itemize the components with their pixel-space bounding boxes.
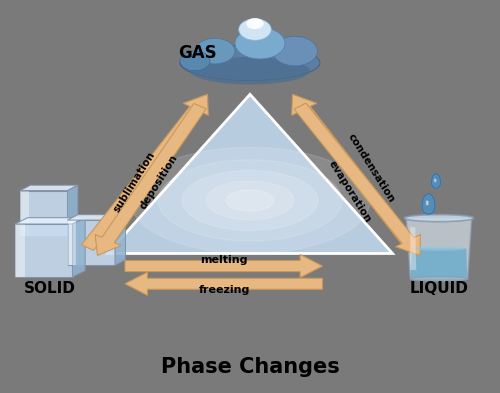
Polygon shape: [20, 191, 68, 236]
Ellipse shape: [235, 28, 285, 59]
Text: LIQUID: LIQUID: [410, 281, 469, 296]
Text: condensation: condensation: [346, 132, 397, 204]
Polygon shape: [68, 220, 76, 265]
Ellipse shape: [190, 57, 310, 84]
Polygon shape: [115, 215, 126, 265]
Polygon shape: [68, 215, 126, 220]
Ellipse shape: [272, 36, 318, 66]
Polygon shape: [72, 218, 85, 277]
Polygon shape: [411, 248, 467, 278]
Text: sublimation: sublimation: [112, 150, 156, 215]
Ellipse shape: [195, 38, 235, 64]
Text: Phase Changes: Phase Changes: [160, 358, 340, 377]
FancyArrow shape: [294, 103, 420, 255]
FancyArrow shape: [125, 272, 322, 295]
Polygon shape: [15, 224, 72, 277]
Text: evaporation: evaporation: [327, 159, 373, 225]
Polygon shape: [426, 201, 428, 205]
Ellipse shape: [246, 18, 264, 29]
Ellipse shape: [180, 51, 210, 71]
Polygon shape: [432, 174, 440, 188]
Ellipse shape: [206, 181, 294, 220]
Polygon shape: [434, 179, 436, 182]
Polygon shape: [15, 224, 26, 277]
Text: melting: melting: [200, 255, 248, 265]
FancyArrow shape: [82, 94, 208, 250]
Polygon shape: [20, 191, 28, 236]
Ellipse shape: [158, 160, 342, 241]
Ellipse shape: [182, 171, 318, 230]
Text: SOLID: SOLID: [24, 281, 76, 296]
Ellipse shape: [130, 147, 370, 253]
Ellipse shape: [226, 190, 274, 211]
FancyArrow shape: [292, 94, 418, 250]
Ellipse shape: [180, 45, 320, 81]
FancyArrow shape: [125, 255, 322, 277]
Text: GAS: GAS: [178, 44, 217, 62]
Polygon shape: [406, 218, 472, 279]
Ellipse shape: [404, 215, 474, 222]
Polygon shape: [68, 185, 78, 236]
Ellipse shape: [412, 246, 466, 251]
Text: freezing: freezing: [198, 285, 250, 295]
Ellipse shape: [239, 18, 271, 40]
Polygon shape: [68, 220, 115, 265]
FancyArrow shape: [95, 103, 206, 255]
Polygon shape: [410, 227, 416, 270]
Polygon shape: [422, 194, 435, 214]
Polygon shape: [108, 94, 393, 253]
Polygon shape: [20, 185, 78, 191]
Text: deposition: deposition: [138, 152, 180, 211]
Ellipse shape: [410, 277, 468, 281]
Polygon shape: [15, 218, 85, 224]
